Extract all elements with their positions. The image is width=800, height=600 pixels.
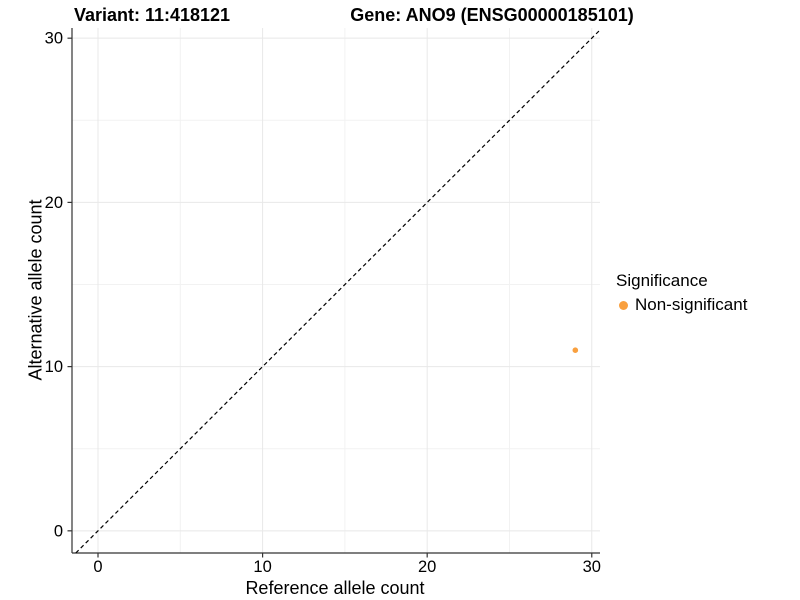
legend-title: Significance (616, 271, 708, 290)
plot-title-gene: Gene: ANO9 (ENSG00000185101) (350, 5, 634, 25)
x-axis-title: Reference allele count (245, 578, 425, 598)
legend-dot-icon (619, 300, 628, 310)
y-tick-label: 10 (45, 358, 63, 376)
legend-item-non-significant: Non-significant (616, 295, 747, 315)
y-axis-title: Alternative allele count (25, 199, 46, 381)
x-tick-label: 30 (583, 558, 601, 576)
y-tick-label: 30 (45, 30, 63, 48)
x-tick-label: 10 (253, 558, 271, 576)
data-point (572, 347, 579, 353)
plot-title-variant: Variant: 11:418121 (73, 5, 231, 25)
identity-dashed-line (75, 29, 601, 554)
legend: Significance Non-significant (616, 271, 747, 315)
x-tick-label: 0 (93, 558, 102, 576)
y-tick-label: 0 (54, 522, 63, 540)
y-tick-label: 20 (45, 194, 63, 212)
legend-item-label: Non-significant (635, 295, 748, 314)
x-tick-label: 20 (418, 558, 436, 576)
